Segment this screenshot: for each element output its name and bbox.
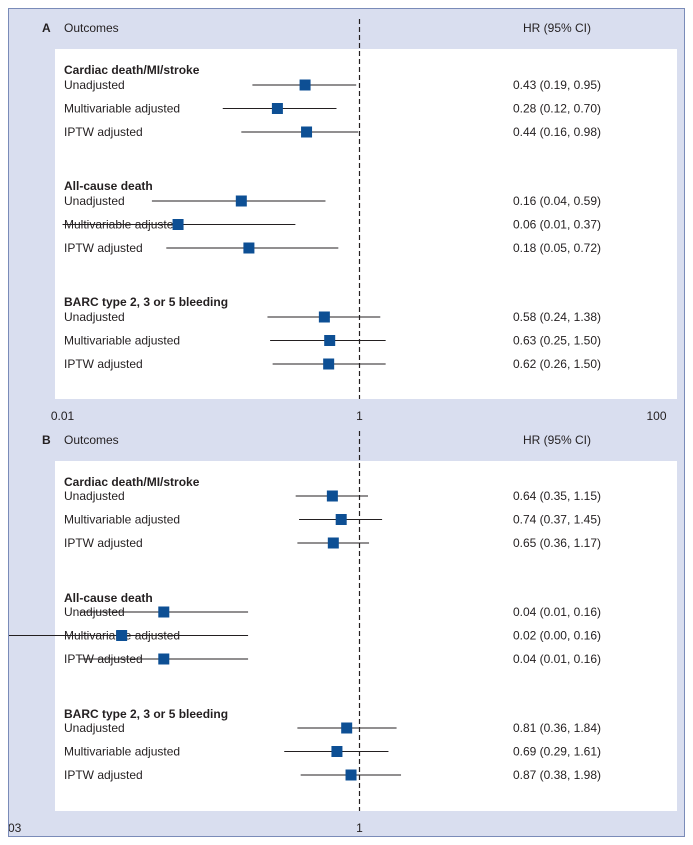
hr-ci-header: HR (95% CI)	[523, 21, 591, 35]
hr-marker	[301, 126, 313, 138]
x-tick-label: 100	[646, 409, 666, 423]
hr-marker	[345, 769, 357, 781]
hr-marker	[243, 242, 255, 254]
hr-ci-value: 0.43 (0.19, 0.95)	[513, 78, 601, 92]
row-label: Multivariable adjusted	[64, 334, 180, 348]
hr-marker	[235, 195, 247, 207]
row-label: Multivariable adjusted	[64, 745, 180, 759]
row-label: IPTW adjusted	[64, 536, 143, 550]
row-label: Unadjusted	[64, 489, 125, 503]
row-label: IPTW adjusted	[64, 357, 143, 371]
hr-marker	[331, 746, 343, 757]
group-title: All-cause death	[64, 179, 153, 193]
hr-marker	[116, 630, 128, 641]
hr-marker	[323, 358, 335, 370]
row-label: Unadjusted	[64, 310, 125, 324]
hr-marker	[172, 219, 184, 230]
hr-ci-header: HR (95% CI)	[523, 433, 591, 447]
hr-ci-value: 0.58 (0.24, 1.38)	[513, 310, 601, 324]
row-label: Unadjusted	[64, 194, 125, 208]
row-label: Multivariable adjusted	[64, 102, 180, 116]
row-label: Unadjusted	[64, 721, 125, 735]
hr-ci-value: 0.65 (0.36, 1.17)	[513, 536, 601, 550]
hr-marker	[324, 335, 336, 346]
hr-marker	[299, 79, 311, 91]
hr-ci-value: 0.06 (0.01, 0.37)	[513, 218, 601, 232]
hr-marker	[271, 103, 283, 114]
hr-ci-value: 0.81 (0.36, 1.84)	[513, 721, 601, 735]
group-title: All-cause death	[64, 591, 153, 605]
hr-ci-value: 0.28 (0.12, 0.70)	[513, 102, 601, 116]
hr-marker	[158, 606, 170, 618]
hr-ci-value: 0.64 (0.35, 1.15)	[513, 489, 601, 503]
hr-ci-value: 0.74 (0.37, 1.45)	[513, 513, 601, 527]
hr-marker	[327, 537, 339, 549]
outcomes-header: Outcomes	[64, 433, 119, 447]
hr-ci-value: 0.62 (0.26, 1.50)	[513, 357, 601, 371]
group-title: Cardiac death/MI/stroke	[64, 63, 200, 77]
group-title: BARC type 2, 3 or 5 bleeding	[64, 707, 228, 721]
hr-marker	[335, 514, 347, 525]
hr-ci-value: 0.63 (0.25, 1.50)	[513, 334, 601, 348]
hr-ci-value: 0.16 (0.04, 0.59)	[513, 194, 601, 208]
hr-ci-value: 0.69 (0.29, 1.61)	[513, 745, 601, 759]
hr-ci-value: 0.18 (0.05, 0.72)	[513, 241, 601, 255]
row-label: IPTW adjusted	[64, 241, 143, 255]
hr-marker	[326, 490, 338, 502]
hr-marker	[341, 722, 353, 734]
hr-ci-value: 0.04 (0.01, 0.16)	[513, 652, 601, 666]
hr-ci-value: 0.04 (0.01, 0.16)	[513, 605, 601, 619]
row-label: Multivariable adjusted	[64, 513, 180, 527]
row-label: Unadjusted	[64, 78, 125, 92]
hr-ci-value: 0.44 (0.16, 0.98)	[513, 125, 601, 139]
x-tick-label: 0.01	[51, 409, 75, 423]
row-label: IPTW adjusted	[64, 125, 143, 139]
hr-ci-value: 0.02 (0.00, 0.16)	[513, 629, 601, 643]
outcomes-header: Outcomes	[64, 21, 119, 35]
hr-marker	[158, 653, 170, 665]
hr-marker	[318, 311, 330, 323]
hr-ci-value: 0.87 (0.38, 1.98)	[513, 768, 601, 782]
x-tick-label: 0.003	[9, 821, 22, 835]
x-tick-label: 1	[356, 821, 363, 835]
row-label: IPTW adjusted	[64, 768, 143, 782]
x-tick-label: 1	[356, 409, 363, 423]
panel-letter-a: A	[42, 21, 51, 35]
panel-letter-b: B	[42, 433, 51, 447]
forest-plot-svg: A Outcomes HR (95% CI) 0.01 1 100 Cardiac deat…	[9, 19, 677, 835]
group-title: Cardiac death/MI/stroke	[64, 475, 200, 489]
group-title: BARC type 2, 3 or 5 bleeding	[64, 295, 228, 309]
forest-plot-figure: A Outcomes HR (95% CI) 0.01 1 100 Cardiac deat…	[8, 8, 685, 837]
